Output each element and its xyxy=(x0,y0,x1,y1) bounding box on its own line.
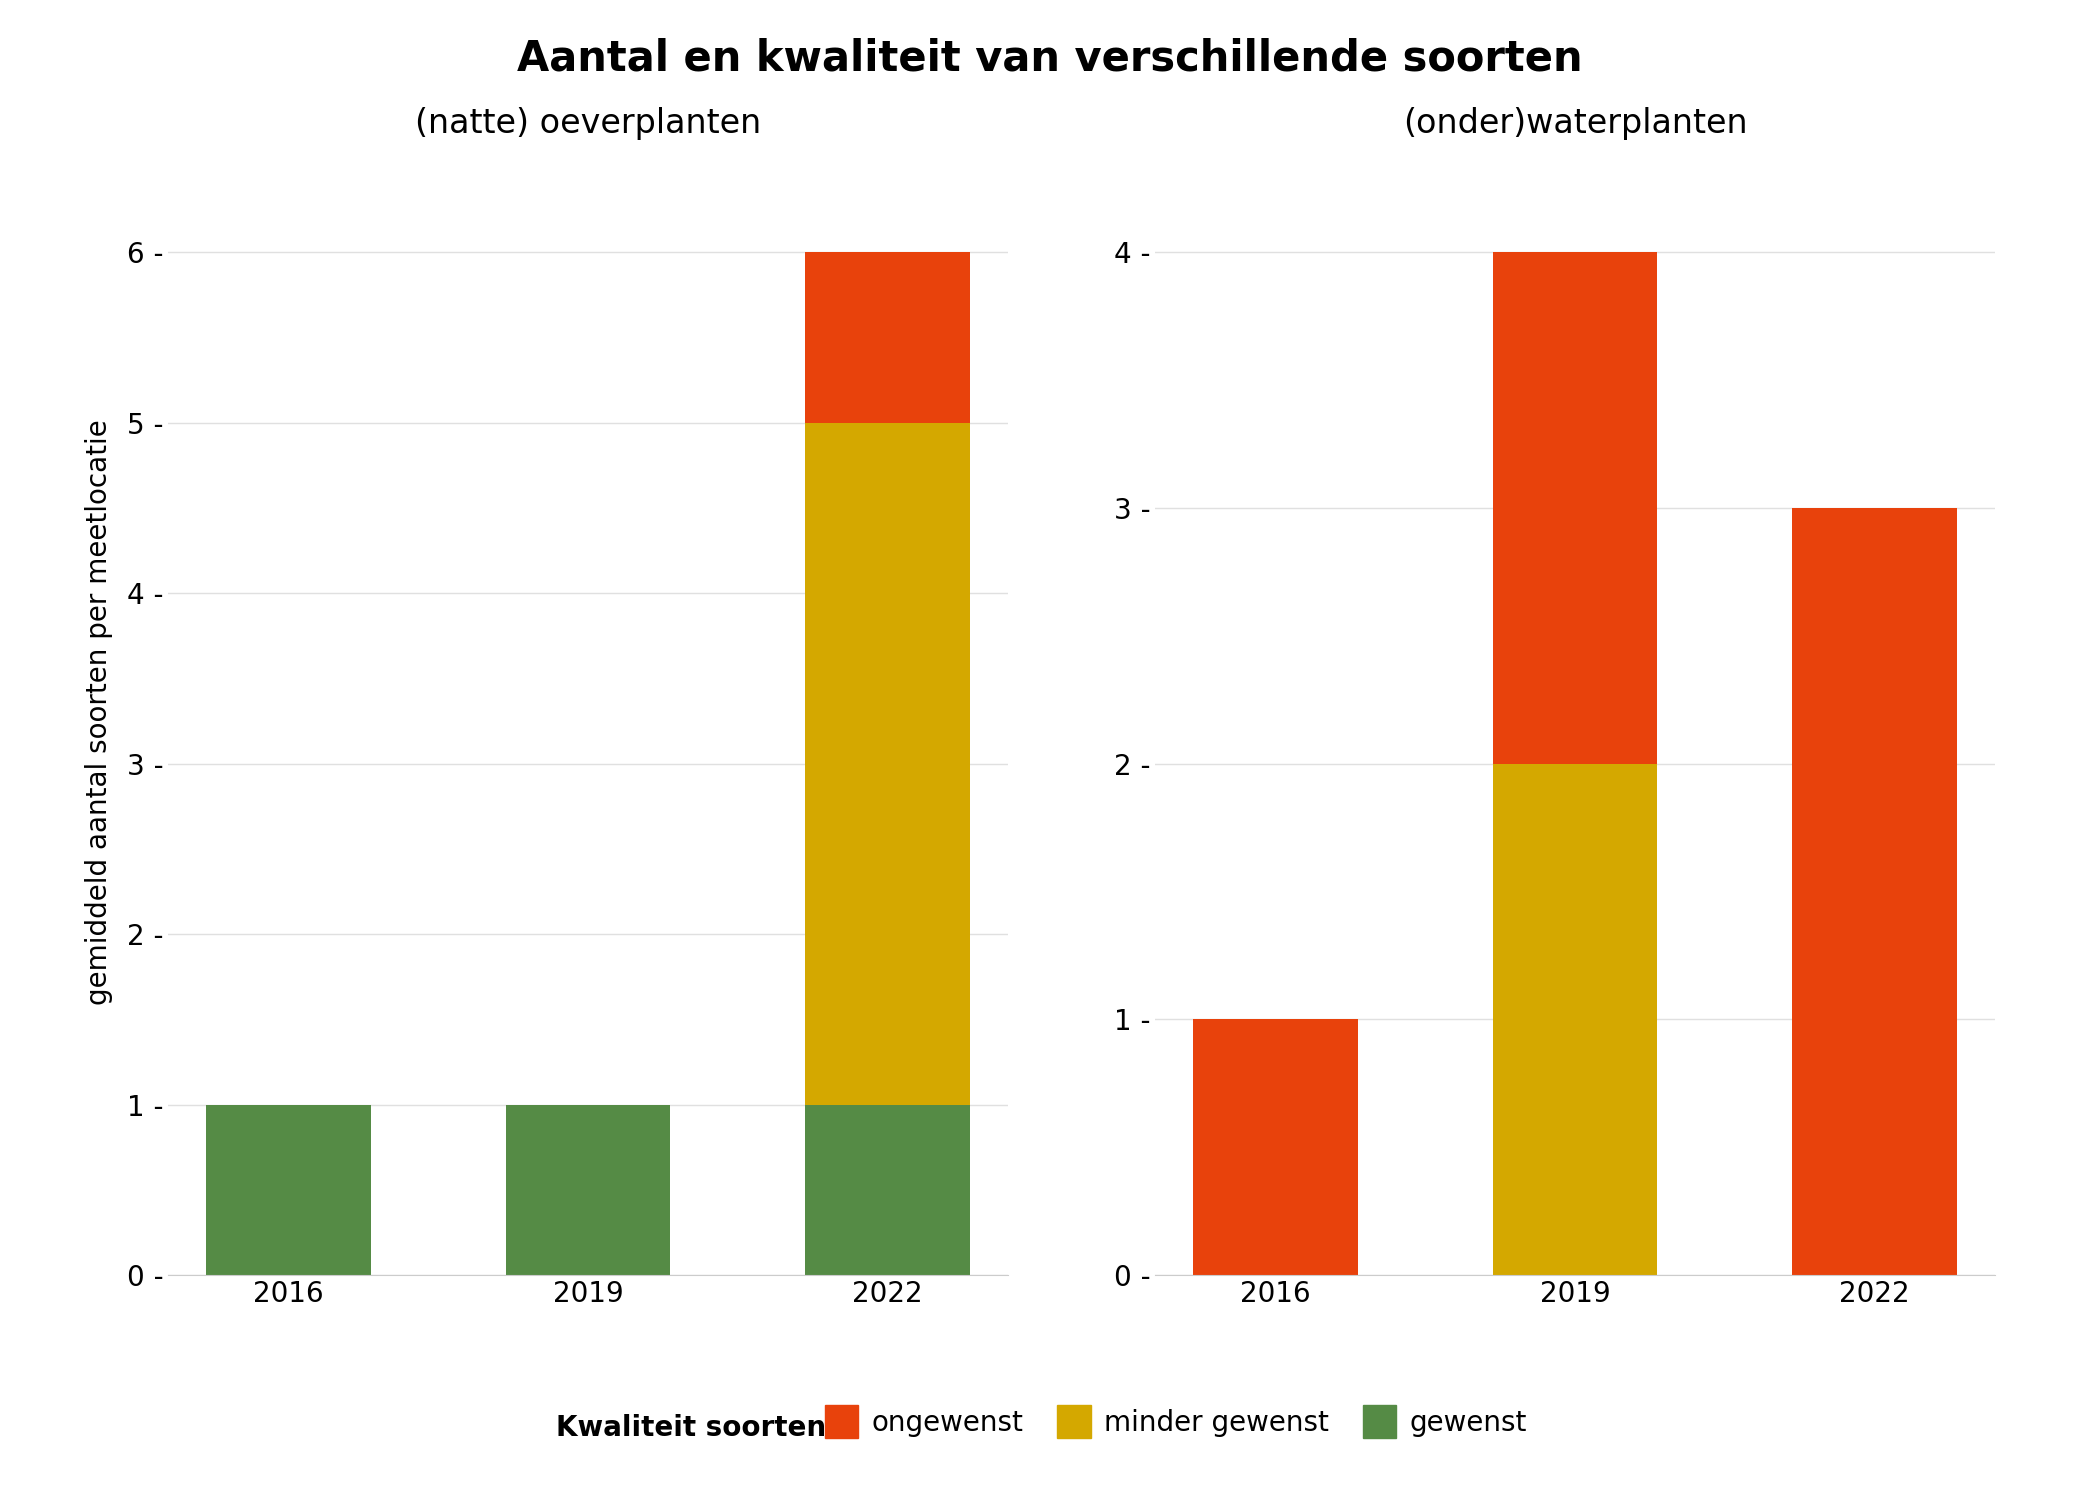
Bar xyxy=(1193,1020,1359,1275)
Bar xyxy=(206,1104,372,1275)
Y-axis label: gemiddeld aantal soorten per meetlocatie: gemiddeld aantal soorten per meetlocatie xyxy=(84,420,113,1005)
Legend: ongewenst, minder gewenst, gewenst: ongewenst, minder gewenst, gewenst xyxy=(813,1395,1539,1449)
Title: (natte) oeverplanten: (natte) oeverplanten xyxy=(416,108,760,141)
Bar xyxy=(506,1104,670,1275)
Title: (onder)waterplanten: (onder)waterplanten xyxy=(1403,108,1747,141)
Bar xyxy=(1791,509,1957,1275)
Text: Aantal en kwaliteit van verschillende soorten: Aantal en kwaliteit van verschillende so… xyxy=(517,38,1583,80)
Text: Kwaliteit soorten: Kwaliteit soorten xyxy=(556,1414,827,1442)
Bar xyxy=(804,423,970,1104)
Bar xyxy=(804,252,970,423)
Bar xyxy=(804,1104,970,1275)
Bar xyxy=(1493,252,1657,764)
Bar xyxy=(1493,764,1657,1275)
